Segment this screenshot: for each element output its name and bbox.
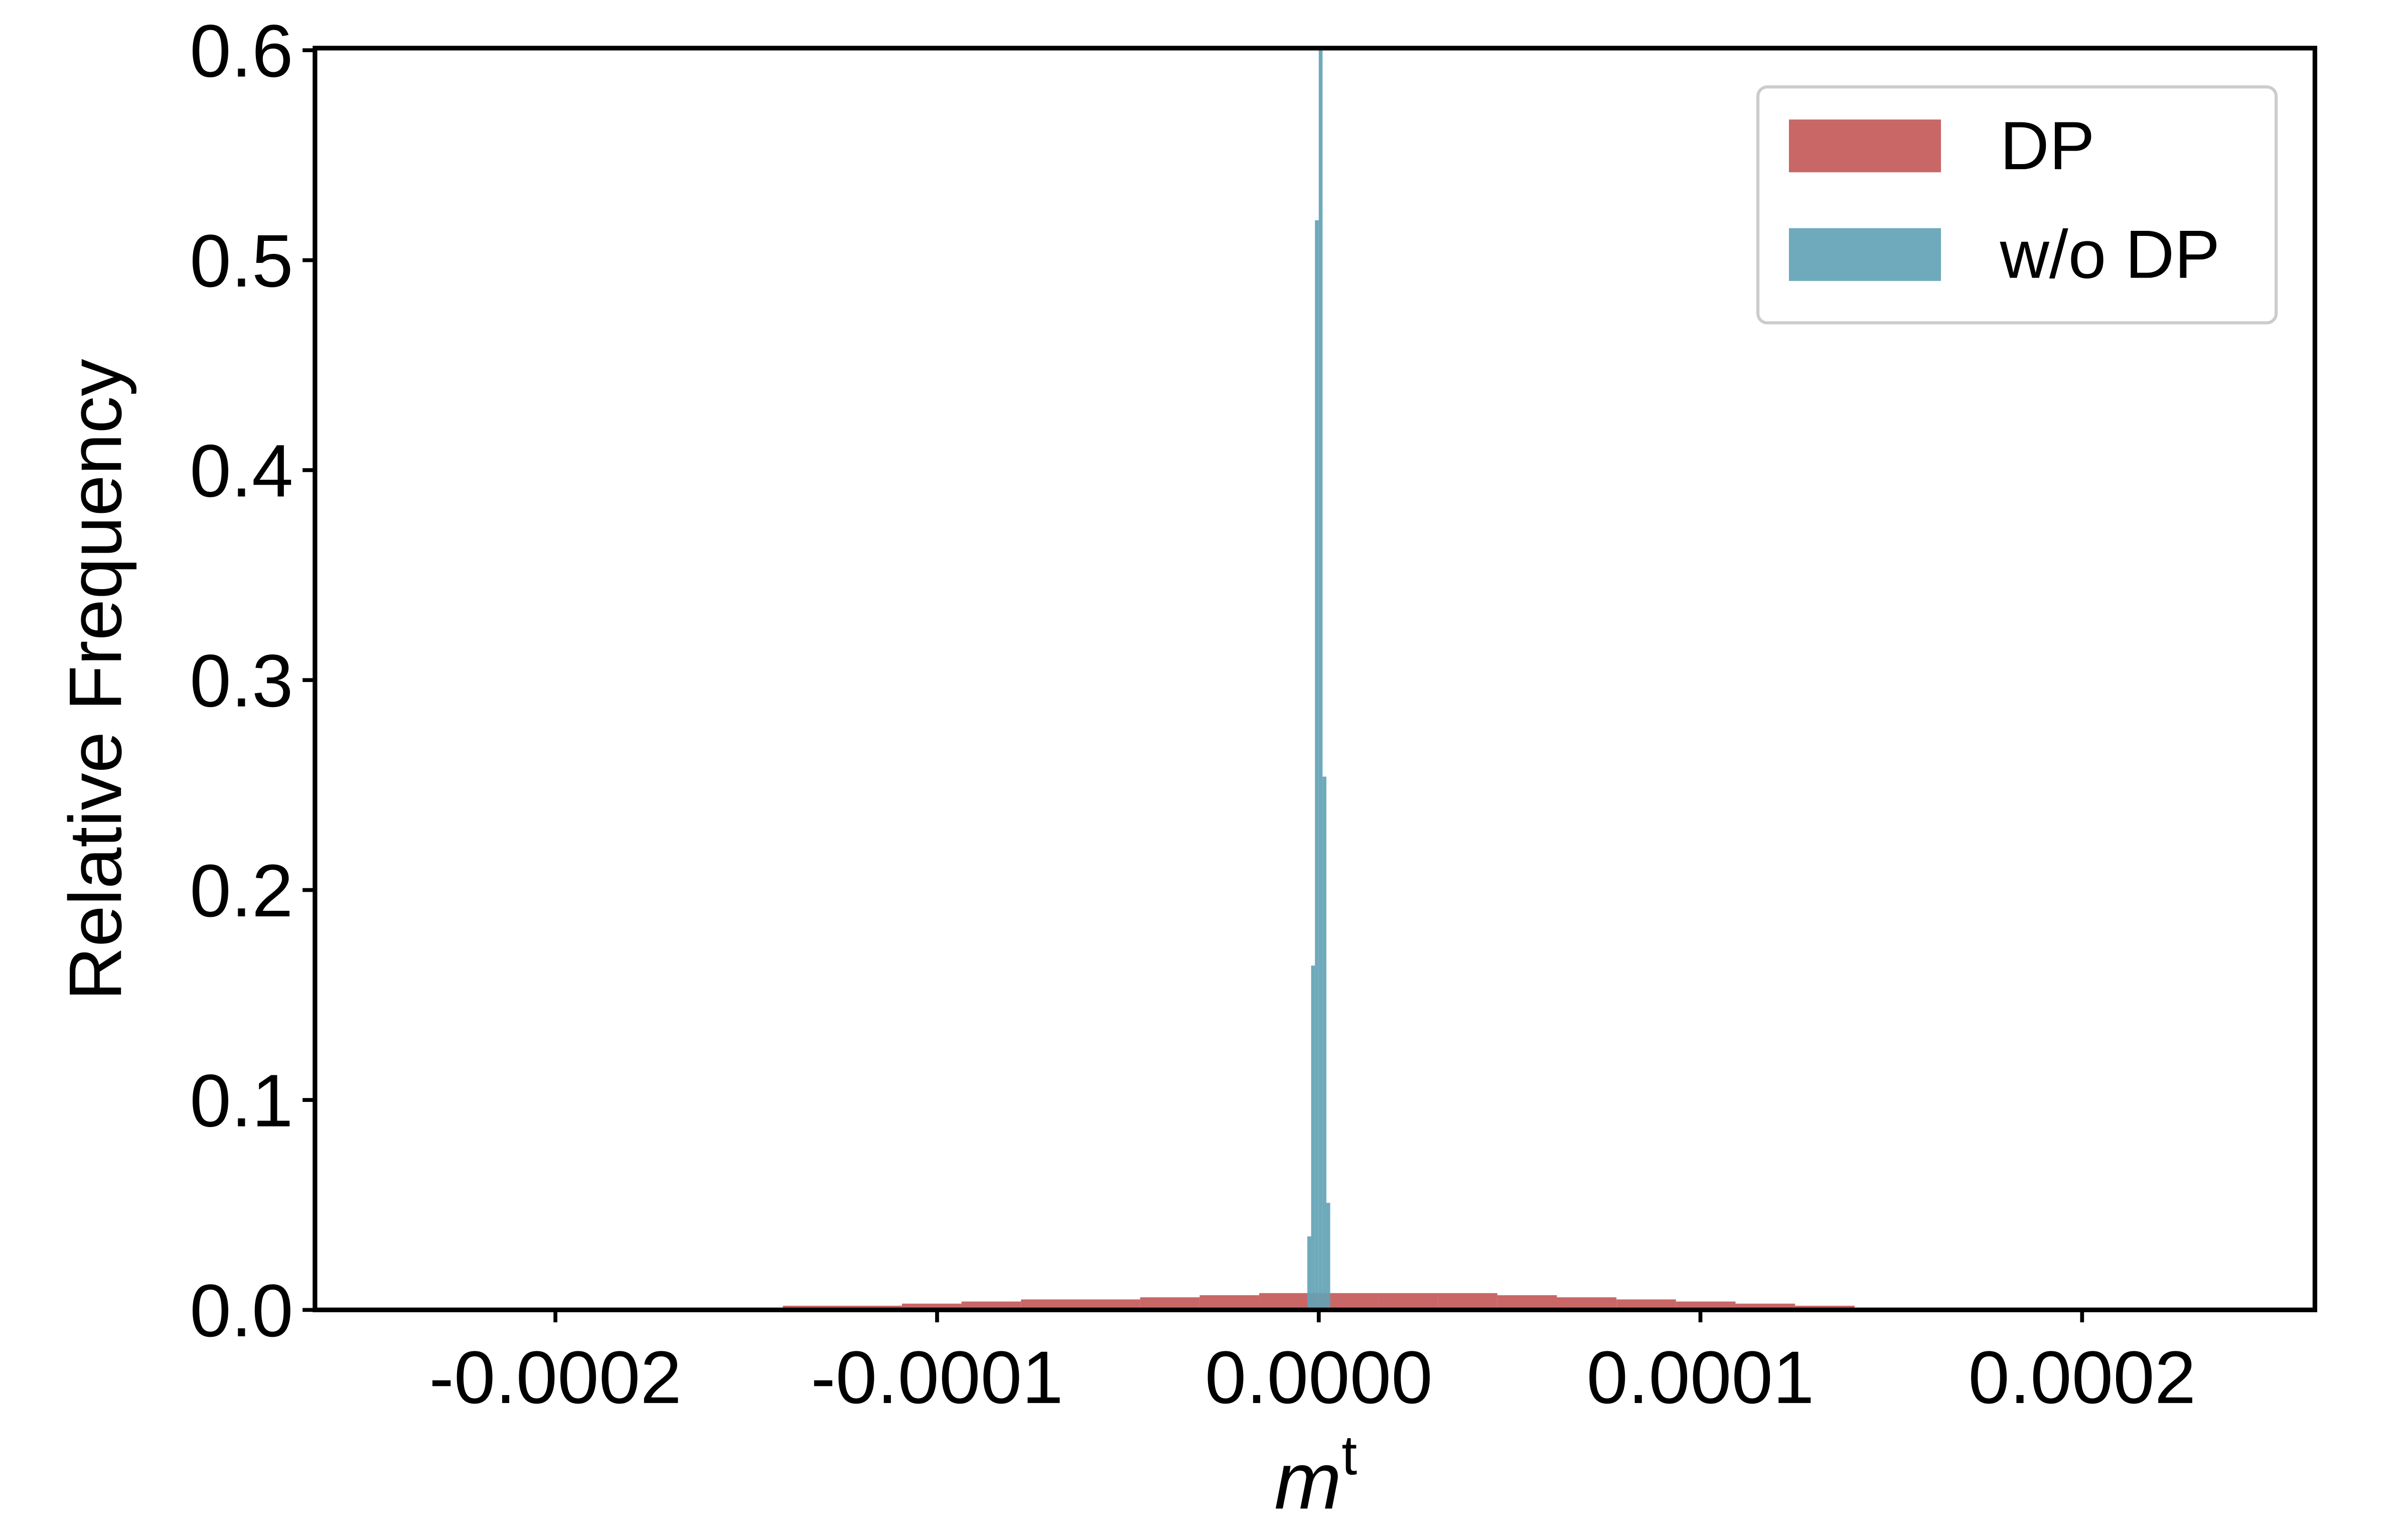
legend-label: w/o DP [2000, 216, 2220, 293]
legend-label: DP [2000, 107, 2095, 184]
x-tick-label: 0.0001 [1587, 1336, 1815, 1419]
y-tick-label: 0.5 [190, 220, 293, 303]
x-tick-label: 0.0002 [1968, 1336, 2196, 1419]
histogram-bar [1021, 1299, 1081, 1310]
histogram-bar [1322, 776, 1326, 1310]
histogram-bar [1315, 220, 1319, 1310]
histogram-bar [1199, 1295, 1260, 1310]
histogram-bar [1081, 1299, 1140, 1310]
histogram-bar [1311, 965, 1315, 1310]
legend-swatch [1788, 228, 1941, 281]
y-tick-label: 0.2 [190, 850, 293, 932]
y-axis-label: Relative Frequency [54, 359, 137, 1001]
x-tick-label: -0.0002 [429, 1336, 681, 1419]
x-tick-label: 0.0000 [1205, 1336, 1433, 1419]
x-tick-label: -0.0001 [811, 1336, 1063, 1419]
y-tick-label: 0.1 [190, 1060, 293, 1143]
legend-swatch [1788, 119, 1941, 173]
histogram-bar [1497, 1295, 1557, 1310]
x-axis-label-superscript: t [1341, 1424, 1357, 1486]
histogram-bar [1318, 50, 1323, 1310]
x-axis-label-base: m [1274, 1436, 1341, 1523]
x-axis-label: mt [1274, 1424, 1357, 1523]
y-tick-label: 0.0 [190, 1270, 293, 1352]
y-tick-label: 0.3 [190, 640, 293, 723]
histogram-bar [1326, 1202, 1330, 1310]
histogram-bar [1438, 1293, 1497, 1310]
histogram-bar [1378, 1293, 1438, 1310]
y-tick-label: 0.6 [190, 10, 293, 93]
histogram-bar [1307, 1236, 1311, 1310]
y-tick-label: 0.4 [190, 430, 293, 512]
histogram-bar [1616, 1299, 1676, 1310]
